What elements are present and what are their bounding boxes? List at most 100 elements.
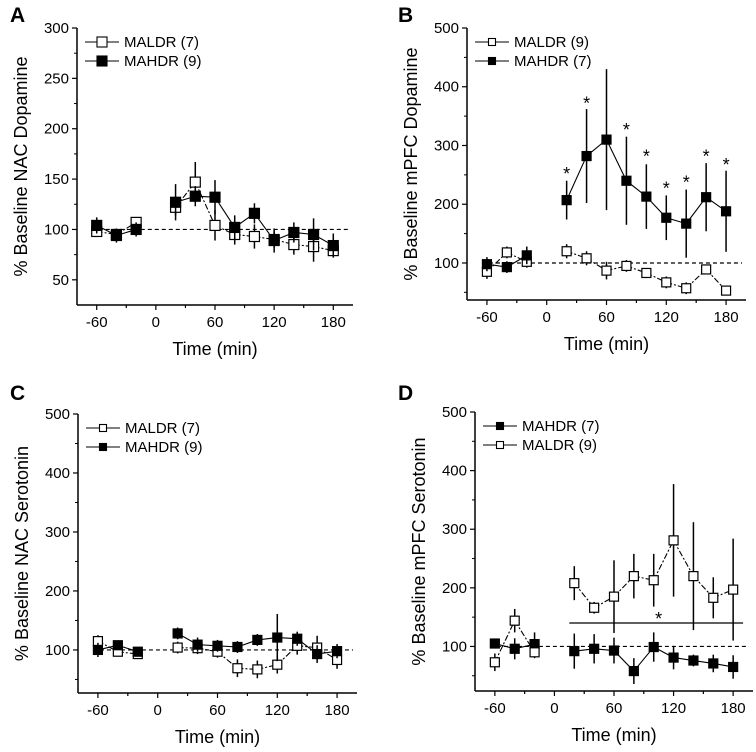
open-square-marker [569,578,580,589]
legend-label: MALDR (9) [522,437,597,454]
filled-square-marker [112,640,123,651]
filled-square-marker [110,229,123,242]
x-tick-label: 60 [207,314,224,331]
legend-entry: MAHDR (7) [483,418,600,435]
filled-square-marker [589,643,600,654]
panel-label: B [398,4,413,27]
open-square-marker [728,584,739,595]
filled-square-marker [621,175,632,186]
open-square-marker [209,219,221,232]
open-square-marker [601,265,612,276]
filled-square-marker [132,646,143,657]
y-tick-label: 250 [44,70,69,87]
legend-marker [96,55,108,67]
panel-c: C 100 200 300 400 500 -60 0 60 120 180 Time (min) % … [10,382,357,747]
significance-asterisk: * [623,120,630,140]
open-square-marker [708,592,719,603]
y-tick-label: 300 [442,521,467,538]
filled-square-marker [581,150,592,162]
filled-square-marker [648,641,659,653]
filled-square-marker [608,645,620,656]
x-tick-label: 60 [209,702,226,719]
filled-square-marker [728,661,739,673]
filled-square-marker [189,190,201,202]
y-tick-label: 500 [442,404,467,421]
panel-a: A 50 100 150 200 250 300 -60 0 60 120 180 Time (min)… [10,4,353,359]
x-tick-label: 0 [152,314,160,331]
legend-label: MAHDR (9) [125,439,203,456]
filled-square-marker [172,628,183,639]
filled-square-marker [91,219,103,232]
x-tick-label: 180 [714,309,739,326]
legend-entry: MALDR (7) [85,34,199,51]
x-tick-label: 0 [550,700,558,717]
significance-asterisk: * [703,146,710,166]
series-mahdr [91,180,339,258]
open-square-marker [701,264,712,275]
x-tick-label: 180 [325,702,350,719]
open-square-marker [688,571,699,582]
legend-entry: MAHDR (7) [475,53,592,70]
x-tick-label: -60 [484,700,506,717]
y-axis-label: % Baseline mPFC Serotonin [409,437,429,665]
filled-square-marker [641,191,652,202]
series-line-segment [494,620,516,663]
x-tick-label: 120 [654,309,679,326]
y-tick-label: 400 [434,79,459,96]
filled-square-marker [327,239,339,252]
legend-entry: MALDR (7) [86,420,200,437]
filled-square-marker [212,640,223,651]
legend-entry: MALDR (9) [475,34,589,51]
open-square-marker [589,602,600,613]
series-line-segment [606,139,627,181]
series-maldr [481,244,732,296]
significance-asterisk: * [643,146,650,166]
legend-marker [495,421,505,431]
filled-square-marker [209,191,221,203]
x-axis-label: Time (min) [172,339,257,359]
series-line-segment [653,540,675,581]
open-square-marker [628,571,639,582]
filled-square-marker [130,223,142,236]
series-mahdr [481,69,732,273]
series-line-segment [673,540,694,577]
y-tick-label: 150 [44,171,69,188]
open-square-marker [648,575,659,586]
filled-square-marker [720,206,732,217]
open-square-marker [248,230,261,243]
open-square-marker [501,247,512,258]
legend-entry: MAHDR (9) [86,439,203,456]
panel-label: A [10,4,25,27]
filled-square-marker [628,665,639,677]
y-tick-label: 50 [52,272,69,289]
x-tick-label: 0 [543,309,551,326]
filled-square-marker [229,221,241,234]
y-tick-label: 200 [442,580,467,597]
filled-square-marker [248,207,261,219]
filled-square-marker [331,646,343,657]
legend-label: MAHDR (7) [522,418,600,435]
significance-asterisk: * [663,179,670,199]
significance-asterisk: * [563,164,570,184]
legend-entry: MALDR (9) [483,437,597,454]
x-tick-label: 0 [154,702,162,719]
x-tick-label: 180 [321,314,346,331]
y-tick-label: 100 [434,255,459,272]
x-tick-label: 180 [721,700,746,717]
legend-entry: MAHDR (9) [85,53,202,70]
y-axis-label: % Baseline NAC Dopamine [11,56,31,276]
y-tick-label: 400 [442,463,467,480]
open-square-marker [681,283,692,294]
open-square-marker [232,663,243,674]
x-axis-label: Time (min) [564,334,649,354]
filled-square-marker [509,643,520,654]
open-square-marker [608,591,620,602]
series-line-segment [566,155,588,201]
y-tick-label: 100 [44,221,69,238]
x-tick-label: 60 [598,309,615,326]
legend-marker [98,442,108,452]
filled-square-marker [561,195,572,206]
filled-square-marker [569,646,580,657]
significance-asterisk: * [655,609,662,629]
filled-square-marker [688,655,699,666]
